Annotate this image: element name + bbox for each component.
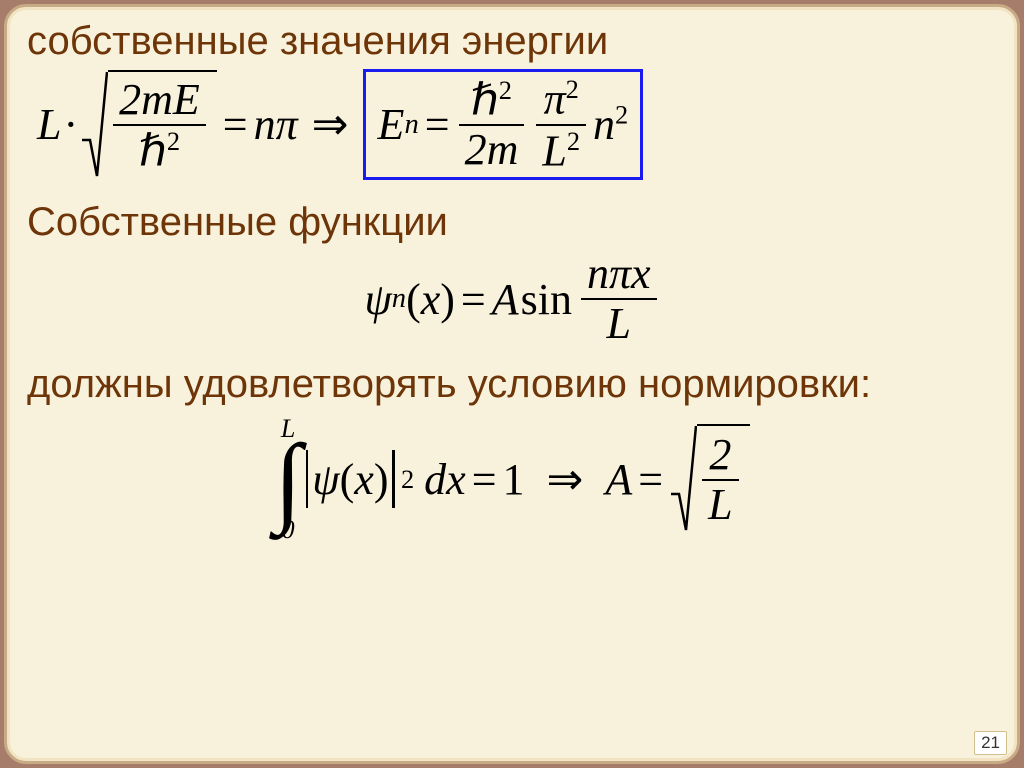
sym-eq: =	[632, 454, 669, 505]
integral-icon: L ∫ 0	[274, 414, 301, 544]
boxed-energy-formula: En = ℏ2 2m π2 L2 n2	[363, 69, 644, 180]
sym-sin: sin	[519, 274, 578, 325]
frac-num: 2	[703, 431, 737, 479]
sym-E: E	[378, 99, 405, 150]
heading-eigenfunctions: Собственные функции	[27, 200, 997, 244]
equation-wavefunction: ψn (x) = A sin nπx L	[27, 250, 997, 348]
f2-den: L2	[536, 126, 586, 176]
implies-arrow: ⇒	[525, 454, 606, 505]
frac-den: ℏ2	[133, 126, 186, 176]
slide-frame: собственные значения энергии L · 2mE ℏ	[4, 4, 1020, 764]
abs-psi: ψ (x)	[302, 450, 399, 508]
f2-num: π2	[538, 74, 585, 124]
radical-icon	[80, 70, 108, 180]
tail: n2	[593, 99, 628, 150]
sym-n: n	[254, 99, 276, 150]
frac-num: 2mE	[113, 76, 206, 124]
sym-eq2: =	[419, 99, 456, 150]
f1-num: ℏ2	[465, 75, 518, 125]
frac-num: nπx	[581, 250, 657, 298]
sqrt-2: 2 L	[669, 424, 749, 534]
equation-normalization: L ∫ 0 ψ (x) 2 dx = 1 ⇒ A =	[27, 414, 997, 544]
heading-eigenvalues: собственные значения энергии	[27, 19, 997, 63]
frac-den: L	[702, 481, 738, 529]
sym-L: L	[37, 99, 61, 150]
sym-dx: dx	[414, 454, 466, 505]
page-number-badge: 21	[974, 731, 1007, 755]
equation-energy-eigenvalues: L · 2mE ℏ2	[37, 69, 997, 180]
heading-normalization: должны удовлетворять условию нормировки:	[27, 362, 997, 406]
sym-psi: ψ	[364, 274, 391, 325]
sym-eq: =	[466, 454, 503, 505]
radical-icon	[669, 424, 697, 534]
sym-A: A	[605, 454, 632, 505]
frac-den: L	[601, 300, 637, 348]
sym-A: A	[492, 274, 519, 325]
slide-content: собственные значения энергии L · 2mE ℏ	[27, 19, 997, 741]
implies-arrow: ⇒	[298, 99, 363, 150]
sqrt-1: 2mE ℏ2	[80, 70, 217, 180]
sym-pi: π	[276, 99, 298, 150]
f1-den: 2m	[459, 126, 525, 174]
sub-n: n	[392, 283, 406, 315]
sym-eq: =	[455, 274, 492, 325]
sym-eq: =	[217, 99, 254, 150]
sym-one: 1	[503, 454, 525, 505]
sym-dot: ·	[61, 99, 80, 150]
